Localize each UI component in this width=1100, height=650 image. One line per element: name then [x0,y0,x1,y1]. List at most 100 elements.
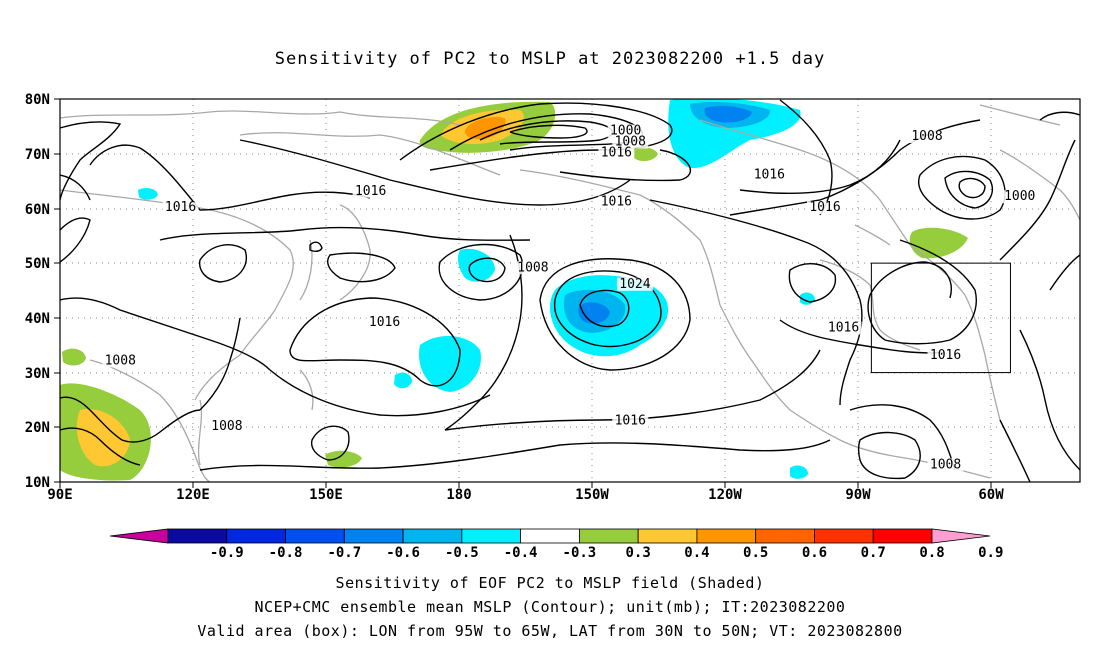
contour-label: 1016 [828,321,859,336]
lon-label-90e: 90E [47,487,72,503]
lat-label-50n: 50N [25,256,50,272]
shade-green-spot-4 [633,147,658,162]
contour-label-bg [751,168,788,182]
contour-label: 1000 [610,124,641,139]
colorbar-swatch [578,528,639,544]
contour-label-bg [598,146,635,160]
shade-cyan-spot-2 [394,372,412,389]
colorbar-label: -0.5 [445,545,479,561]
lon-label-120e: 120E [176,487,210,503]
contour-label: 1016 [930,348,961,363]
lon-label-150w: 150W [575,487,609,503]
shade-cyan-pacific-2 [457,248,495,282]
colorbar-swatch [637,528,698,544]
colorbar-swatch [402,528,463,544]
colorbar-high-arrow [931,528,991,544]
contour-label-bg [598,195,635,209]
coastlines [60,104,1080,482]
colorbar-label: -0.8 [269,545,303,561]
lon-label-180: 180 [446,487,471,503]
contour-label: 1016 [809,200,840,215]
shade-cyan-spot-1 [138,187,158,200]
contour-label: 1008 [517,260,548,275]
colorbar-label: -0.6 [386,545,420,561]
latitude-labels: 80N 70N 60N 50N 40N 30N 20N 10N [25,92,50,491]
contour-label-bg [612,414,649,428]
longitude-labels: 90E 120E 150E 180 150W 120W 90W 60W [47,487,1004,503]
contour-label: 1016 [615,414,646,429]
colorbar-label: 0.6 [802,545,827,561]
lat-label-80n: 80N [25,92,50,108]
contour-label-bg [1001,190,1038,204]
shade-cyan-spot-4 [790,465,808,479]
colorbar-label: 0.8 [919,545,944,561]
caption-valid-area: Valid area (box): LON from 95W to 65W, L… [197,622,903,640]
shaded-sensitivity [60,99,968,481]
contour-label: 1016 [601,195,632,210]
colorbar-label: 0.7 [861,545,886,561]
map-frame [59,98,1081,483]
lat-label-30n: 30N [25,366,50,382]
lon-label-90w: 90W [845,487,871,503]
contour-label-bg [102,354,139,368]
contour-label-bg [807,201,843,215]
colorbar-label: 0.9 [978,545,1003,561]
contour-label-bg [612,135,649,149]
colorbar-swatch [872,528,933,544]
colorbar-low-arrow [109,528,169,544]
colorbar-label: 0.4 [684,545,709,561]
contour-label-bg [208,420,245,434]
contour-label: 1008 [105,353,136,368]
colorbar-swatch [520,528,580,544]
contour-label-bg [366,316,403,330]
colorbar-label: 0.5 [743,545,768,561]
caption-contour: NCEP+CMC ensemble mean MSLP (Contour); u… [254,598,846,616]
contour-label-bg [607,124,644,138]
lat-label-70n: 70N [25,147,50,163]
shade-green-spot-2 [325,450,362,468]
contour-label-bg [162,201,199,215]
colorbar-swatch [226,528,286,544]
contour-label: 1016 [165,200,196,215]
caption-shaded: Sensitivity of EOF PC2 to MSLP field (Sh… [335,574,765,592]
contour-label-bg [352,184,389,198]
contour-label: 1008 [930,457,961,472]
contour-label-bg [927,348,964,362]
contour-label-bg [909,130,945,144]
contour-label-bg [514,261,551,275]
contour-label-bg [616,277,653,291]
contour-label: 1024 [619,277,650,292]
contour-label: 1016 [754,167,785,182]
lon-label-150e: 150E [309,487,343,503]
colorbar-label: -0.4 [504,545,538,561]
lat-label-20n: 20N [25,420,50,436]
lat-label-60n: 60N [25,202,50,218]
map-title: Sensitivity of PC2 to MSLP at 2023082200… [274,49,826,69]
colorbar: -0.9 -0.8 -0.7 -0.6 -0.5 -0.4 -0.3 0.3 0.4 0.5 0.6… [109,528,1003,561]
mslp-contours [60,99,1080,482]
colorbar-swatch [285,528,345,544]
shade-green-spot-1 [62,348,86,366]
colorbar-label: -0.7 [327,545,361,561]
contour-label: 1008 [211,419,242,434]
contour-label: 1000 [1004,189,1035,204]
lat-label-10n: 10N [25,475,50,491]
colorbar-swatch [461,528,522,544]
contour-label-bg [825,321,862,335]
contour-label-bg [927,458,964,472]
contour-label: 1008 [615,135,646,150]
contour-label: 1016 [355,184,386,199]
shade-deep-blue-arctic [704,105,752,123]
lon-label-120w: 120W [708,487,742,503]
contour-label: 1016 [601,145,632,160]
tick-marks [54,98,992,488]
colorbar-label: -0.3 [563,545,597,561]
lat-label-40n: 40N [25,311,50,327]
colorbar-swatch [343,528,404,544]
colorbar-label: 0.3 [626,545,651,561]
shade-deep-blue-central [578,302,610,324]
colorbar-swatch [167,528,228,544]
colorbar-swatch [696,528,757,544]
